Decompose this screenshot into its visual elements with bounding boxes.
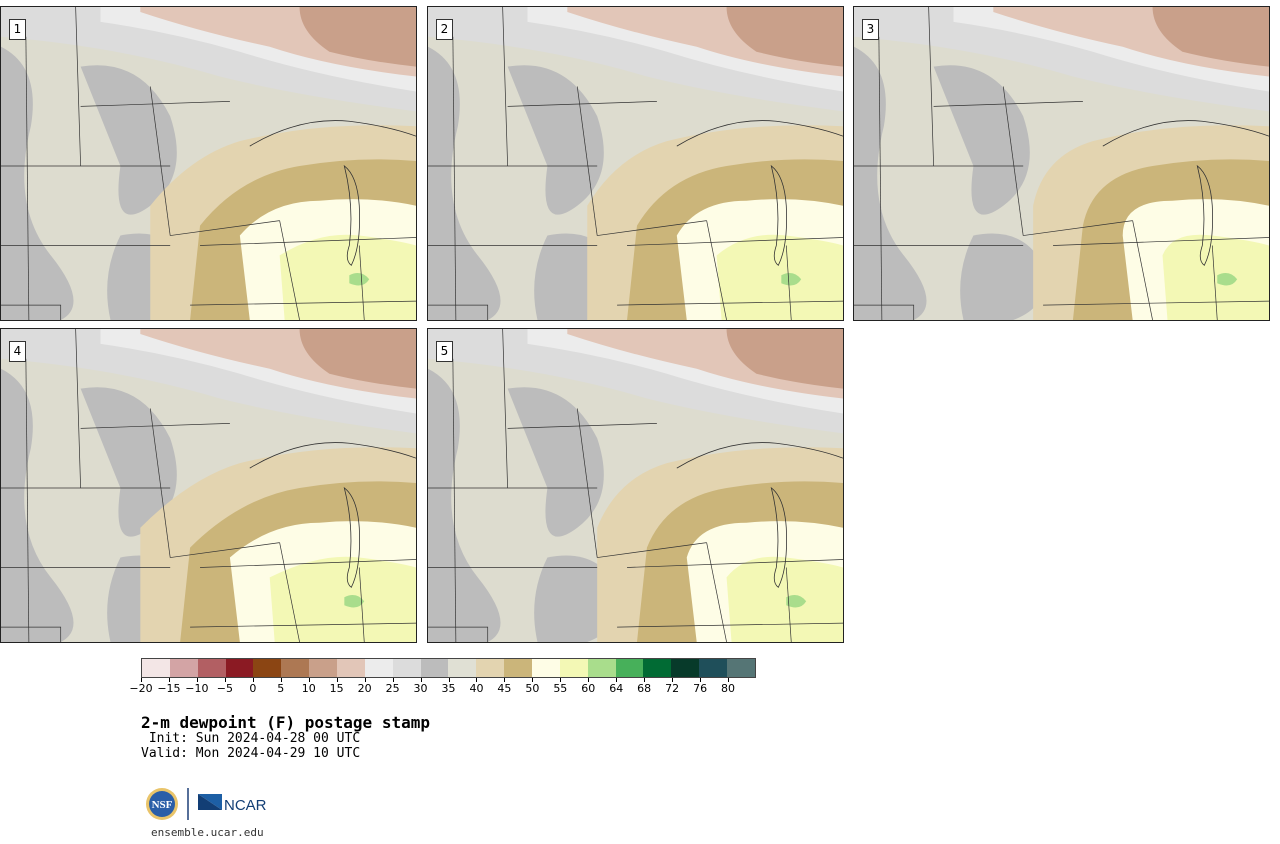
colorbar-swatch — [559, 659, 588, 677]
colorbar-tick-labels: −20 −15 −10 −5 0 5 10 15 20 25 30 35 40 45 50 55 60 64 68 7… — [129, 678, 756, 698]
colorbar-tick — [196, 678, 198, 682]
colorbar-swatch — [225, 659, 254, 677]
init-time: Init: Sun 2024-04-28 00 UTC — [141, 731, 361, 746]
colorbar-swatch — [309, 659, 338, 677]
colorbar-tick-label: 64 — [609, 682, 624, 695]
ensemble-member-panel: 4 — [0, 328, 417, 643]
colorbar-swatch — [699, 659, 728, 677]
logo-group: NSF NCAR — [144, 786, 274, 822]
map-field — [1, 329, 416, 642]
colorbar-tick — [588, 678, 590, 682]
colorbar-tick — [224, 678, 226, 682]
member-number-label: 3 — [862, 19, 879, 40]
colorbar-swatch — [420, 659, 449, 677]
map-field — [428, 329, 843, 642]
nsf-logo-text: NSF — [152, 799, 173, 811]
colorbar-swatch — [671, 659, 700, 677]
colorbar-swatch — [587, 659, 616, 677]
colorbar-tick — [280, 678, 282, 682]
colorbar-tick-label: 20 — [357, 682, 372, 695]
colorbar-tick-label: −10 — [185, 682, 209, 695]
map-field — [1, 7, 416, 320]
colorbar-tick-label: 15 — [329, 682, 344, 695]
colorbar-tick-label: 55 — [553, 682, 568, 695]
ensemble-member-panel: 2 — [427, 6, 844, 321]
member-number-label: 1 — [9, 19, 26, 40]
colorbar-swatch — [364, 659, 393, 677]
member-number-label: 4 — [9, 341, 26, 362]
colorbar-tick-label: −5 — [216, 682, 233, 695]
colorbar-tick-label: 50 — [525, 682, 540, 695]
colorbar-tick-label: 60 — [581, 682, 596, 695]
colorbar-tick — [252, 678, 254, 682]
map-field — [854, 7, 1269, 320]
colorbar-swatch — [448, 659, 477, 677]
figure-title: 2-m dewpoint (F) postage stamp — [141, 713, 430, 732]
colorbar-tick-label: 25 — [385, 682, 400, 695]
member-number-label: 2 — [436, 19, 453, 40]
colorbar-swatch — [727, 659, 755, 677]
member-number-label: 5 — [436, 341, 453, 362]
colorbar-tick — [728, 678, 730, 682]
colorbar-swatch — [253, 659, 282, 677]
colorbar-swatch — [169, 659, 198, 677]
site-url: ensemble.ucar.edu — [151, 826, 264, 839]
ensemble-member-panel: 3 — [853, 6, 1270, 321]
colorbar-tick — [448, 678, 450, 682]
colorbar-swatch — [476, 659, 505, 677]
colorbar-tick-label: 40 — [469, 682, 484, 695]
colorbar-swatch — [615, 659, 644, 677]
colorbar-tick — [141, 678, 142, 682]
colorbar-tick — [532, 678, 534, 682]
colorbar-swatch — [281, 659, 310, 677]
colorbar-tick-label: 68 — [637, 682, 652, 695]
colorbar-tick-label: −20 — [129, 682, 153, 695]
colorbar-tick-label: 30 — [413, 682, 428, 695]
colorbar-swatch — [643, 659, 672, 677]
colorbar-swatch — [504, 659, 533, 677]
nsf-ncar-logo: NSF NCAR — [146, 788, 267, 820]
colorbar-swatch — [532, 659, 560, 677]
ensemble-member-panel: 1 — [0, 6, 417, 321]
valid-time: Valid: Mon 2024-04-29 10 UTC — [141, 746, 361, 761]
colorbar-tick-label: 72 — [665, 682, 680, 695]
colorbar-tick — [476, 678, 478, 682]
ncar-logo-text: NCAR — [224, 797, 267, 814]
colorbar-swatch — [142, 659, 170, 677]
ensemble-member-panel: 5 — [427, 328, 844, 643]
colorbar-tick — [644, 678, 646, 682]
colorbar-tick — [504, 678, 506, 682]
colorbar-tick — [616, 678, 618, 682]
colorbar-tick — [672, 678, 674, 682]
colorbar-tick-label: 35 — [441, 682, 456, 695]
colorbar-tick-label: 45 — [497, 682, 512, 695]
colorbar-swatch — [197, 659, 226, 677]
colorbar-swatch — [337, 659, 365, 677]
colorbar-tick — [336, 678, 338, 682]
colorbar-tick-label: 0 — [249, 682, 257, 695]
colorbar-swatch — [392, 659, 421, 677]
colorbar-tick-label: −15 — [157, 682, 181, 695]
colorbar-tick-label: 76 — [693, 682, 708, 695]
colorbar-tick-label: 10 — [301, 682, 316, 695]
colorbar-tick-label: 80 — [721, 682, 736, 695]
colorbar-tick — [168, 678, 170, 682]
colorbar-tick — [364, 678, 366, 682]
colorbar-tick — [700, 678, 702, 682]
colorbar-tick — [392, 678, 394, 682]
map-field — [428, 7, 843, 320]
dewpoint-colorbar — [141, 658, 756, 678]
colorbar-tick — [308, 678, 310, 682]
colorbar-tick-label: 5 — [277, 682, 285, 695]
colorbar-tick — [560, 678, 562, 682]
colorbar-tick — [420, 678, 422, 682]
